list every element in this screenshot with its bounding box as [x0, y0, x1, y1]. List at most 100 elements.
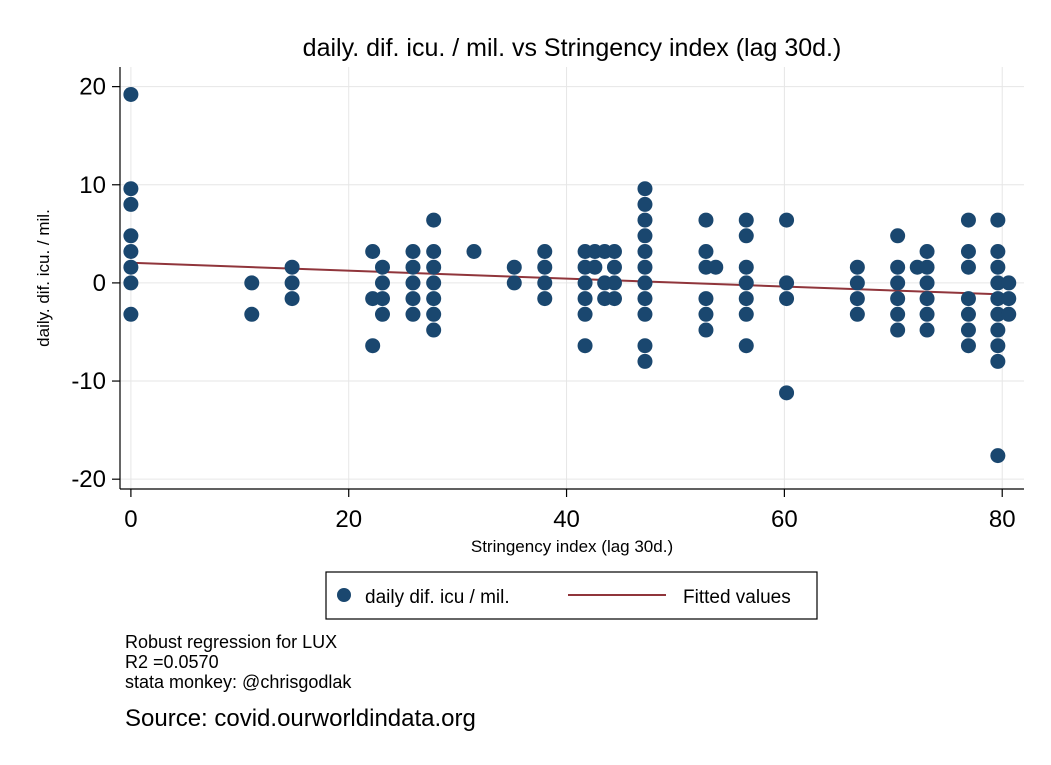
scatter-point [284, 291, 300, 307]
scatter-point [890, 228, 906, 244]
scatter-point [577, 338, 593, 354]
scatter-point [587, 259, 603, 275]
scatter-point [960, 306, 976, 322]
scatter-point [365, 244, 381, 260]
x-tick-label: 20 [335, 506, 362, 533]
scatter-point [466, 244, 482, 260]
scatter-points [123, 86, 1017, 464]
scatter-point [890, 275, 906, 291]
scatter-point [637, 306, 653, 322]
scatter-point [960, 291, 976, 307]
scatter-point [919, 291, 935, 307]
scatter-point [537, 259, 553, 275]
scatter-point [1001, 291, 1017, 307]
scatter-point [606, 291, 622, 307]
scatter-point [606, 259, 622, 275]
scatter-point [698, 244, 714, 260]
scatter-point [849, 306, 865, 322]
y-tick-label: 10 [79, 172, 106, 199]
scatter-point [890, 306, 906, 322]
legend-label-line: Fitted values [683, 587, 791, 608]
chart-notes: Robust regression for LUX R2 =0.0570 sta… [125, 632, 351, 692]
scatter-point [426, 259, 442, 275]
scatter-point [738, 212, 754, 228]
scatter-point [637, 181, 653, 197]
scatter-point [919, 322, 935, 338]
scatter-point [738, 228, 754, 244]
scatter-point [849, 259, 865, 275]
scatter-point [960, 338, 976, 354]
scatter-point [637, 353, 653, 369]
scatter-point [123, 196, 139, 212]
scatter-point [365, 338, 381, 354]
scatter-point [637, 259, 653, 275]
chart-title: daily. dif. icu. / mil. vs Stringency in… [303, 34, 842, 62]
scatter-point [990, 259, 1006, 275]
y-axis-ticks: 20 10 0 -10 -20 [71, 74, 120, 493]
note-r2: R2 =0.0570 [125, 652, 219, 672]
scatter-point [606, 275, 622, 291]
scatter-point [890, 322, 906, 338]
y-tick-label: 0 [93, 270, 106, 297]
legend-marker-scatter [337, 588, 351, 602]
scatter-point [405, 306, 421, 322]
scatter-point [374, 291, 390, 307]
scatter-point [960, 244, 976, 260]
x-tick-label: 0 [124, 506, 137, 533]
scatter-point [990, 353, 1006, 369]
x-tick-label: 40 [553, 506, 580, 533]
scatter-point [919, 275, 935, 291]
scatter-point [990, 448, 1006, 464]
scatter-point [123, 244, 139, 260]
scatter-point [426, 291, 442, 307]
scatter-point [374, 306, 390, 322]
scatter-point [426, 275, 442, 291]
scatter-point [738, 275, 754, 291]
scatter-point [919, 259, 935, 275]
y-axis-label: daily. dif. icu. / mil. [34, 209, 53, 347]
y-tick-label: 20 [79, 74, 106, 101]
scatter-point [637, 196, 653, 212]
scatter-point [426, 306, 442, 322]
scatter-point [1001, 275, 1017, 291]
scatter-point [637, 212, 653, 228]
legend: daily dif. icu / mil. Fitted values [325, 571, 818, 620]
scatter-point [698, 322, 714, 338]
scatter-point [537, 275, 553, 291]
scatter-point [374, 275, 390, 291]
scatter-point [849, 275, 865, 291]
scatter-point [919, 306, 935, 322]
scatter-point [123, 86, 139, 102]
scatter-point [405, 259, 421, 275]
scatter-point [123, 275, 139, 291]
scatter-point [405, 291, 421, 307]
scatter-point [577, 306, 593, 322]
scatter-point [244, 306, 260, 322]
scatter-point [960, 259, 976, 275]
scatter-point [698, 306, 714, 322]
x-tick-label: 60 [771, 506, 798, 533]
scatter-point [779, 385, 795, 401]
scatter-point [123, 259, 139, 275]
scatter-point [637, 338, 653, 354]
scatter-point [577, 275, 593, 291]
scatter-point [637, 275, 653, 291]
scatter-point [637, 291, 653, 307]
scatter-point [123, 181, 139, 197]
scatter-point [426, 244, 442, 260]
scatter-point [990, 306, 1006, 322]
scatter-point [426, 212, 442, 228]
x-tick-label: 80 [989, 506, 1016, 533]
scatter-point [960, 212, 976, 228]
scatter-point [990, 338, 1006, 354]
scatter-point [990, 291, 1006, 307]
scatter-point [738, 306, 754, 322]
scatter-point [1001, 306, 1017, 322]
fitted-line-series [130, 261, 1009, 296]
scatter-point [779, 275, 795, 291]
scatter-point [284, 259, 300, 275]
fitted-line [130, 261, 1009, 296]
scatter-point [698, 212, 714, 228]
x-axis-label: Stringency index (lag 30d.) [471, 537, 673, 556]
